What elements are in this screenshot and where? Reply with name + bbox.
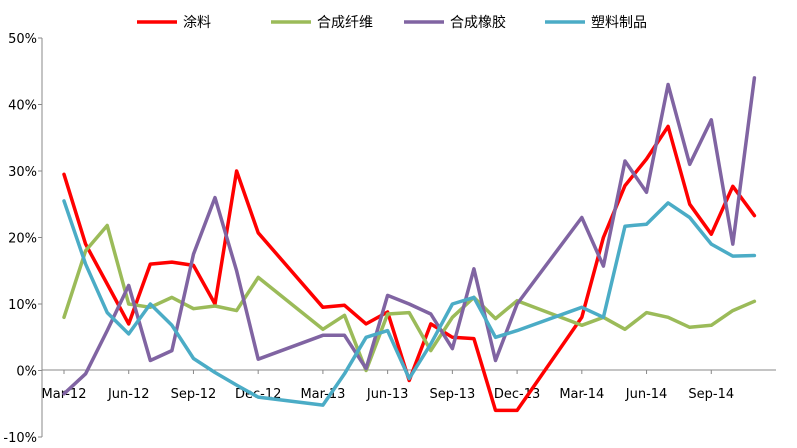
y-tick-label: 20%	[8, 232, 37, 247]
x-axis-ticks: Mar-12 Jun-12 Sep-12 Dec-12 Mar-13 Jun-13 Sep-…	[42, 370, 734, 402]
y-tick-label: 30%	[8, 165, 37, 180]
legend: 涂料 合成纤维 合成橡胶 塑料制品	[137, 14, 647, 31]
x-tick-label: Mar-14	[559, 387, 604, 402]
x-tick-label: Jun-12	[107, 387, 150, 402]
x-tick-label: Jun-14	[625, 387, 668, 402]
y-axis-ticks: -10% 0% 10% 20% 30% 40% 50%	[3, 32, 42, 446]
legend-label: 涂料	[183, 15, 211, 31]
x-tick-label: Sep-12	[171, 387, 217, 402]
x-tick-label: Sep-13	[429, 387, 475, 402]
series-line-2	[62, 223, 757, 373]
legend-label: 合成纤维	[317, 15, 373, 31]
series-line-4	[62, 199, 757, 407]
y-tick-label: -10%	[3, 431, 37, 446]
x-tick-label: Jun-13	[366, 387, 409, 402]
y-tick-label: 40%	[8, 99, 37, 114]
y-tick-label: 50%	[8, 32, 37, 47]
legend-label: 合成橡胶	[450, 14, 506, 31]
y-tick-label: 0%	[16, 365, 37, 380]
series-lines	[62, 76, 757, 413]
series-line-3	[62, 76, 757, 396]
y-tick-label: 10%	[8, 298, 37, 313]
x-tick-label: Mar-13	[300, 387, 345, 402]
x-tick-label: Sep-14	[688, 387, 734, 402]
legend-label: 塑料制品	[591, 15, 647, 31]
